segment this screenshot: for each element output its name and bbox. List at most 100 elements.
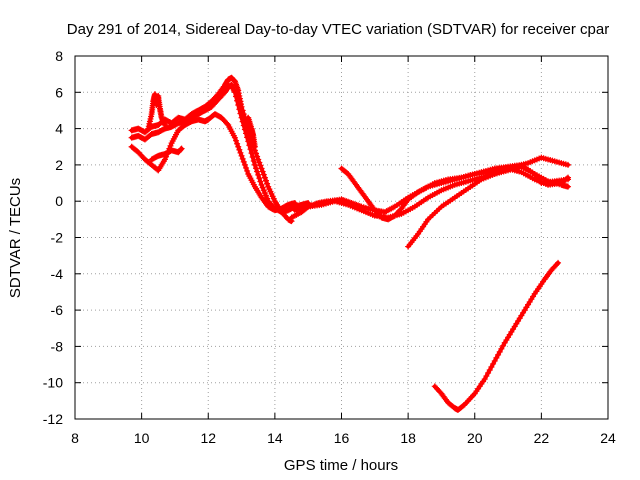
y-tick-label: 8 [55,48,63,64]
x-tick-label: 10 [134,430,150,446]
data-point [243,130,250,137]
data-point [178,145,185,152]
data-point [490,360,497,367]
data-point [260,187,267,194]
data-point [563,175,570,182]
data-point [481,376,488,383]
chart-title: Day 291 of 2014, Sidereal Day-to-day VTE… [67,21,609,38]
data-point [247,146,254,153]
data-point [252,165,259,172]
data-point [237,110,244,117]
x-tick-label: 22 [534,430,550,446]
data-point [235,143,242,150]
data-point [493,354,500,361]
data-point [244,134,251,141]
data-point [485,370,492,377]
data-point [260,171,267,178]
data-point [565,183,572,190]
data-point [167,142,174,149]
data-point [258,165,265,172]
data-point [555,259,562,266]
data-point [264,195,271,202]
data-point [262,177,269,184]
data-point [233,93,240,100]
x-tick-label: 24 [600,430,616,446]
y-tick-label: -2 [51,230,64,246]
x-tick-label: 18 [400,430,416,446]
data-point [231,134,238,141]
grid [75,56,608,419]
data-point [245,138,252,145]
data-point [258,181,265,188]
data-point [250,157,257,164]
data-point [241,126,248,133]
y-tick-label: 4 [55,121,63,137]
data-point [256,175,263,182]
data-point [248,150,255,157]
data-point [254,168,261,175]
data-point [238,152,245,159]
y-axis-label: SDTVAR / TECUs [7,178,24,298]
data-point [488,363,495,370]
x-tick-label: 12 [200,430,216,446]
data-point [224,120,231,127]
data-point [257,162,264,169]
data-point [261,190,268,197]
y-tick-label: -10 [43,375,63,391]
data-point [565,174,572,181]
data-point [234,140,241,147]
data-point [239,155,246,162]
data-point [241,161,248,168]
data-point [264,180,271,187]
data-point [259,168,266,175]
data-point [259,184,266,191]
data-point [236,146,243,153]
x-tick-label: 16 [334,430,350,446]
data-point [291,200,298,207]
data-point [231,89,238,96]
y-tick-label: 6 [55,84,63,100]
data-point [251,161,258,168]
data-point [257,178,264,185]
data-point [498,345,505,352]
data-point [491,357,498,364]
x-tick-label: 14 [267,430,283,446]
y-tick-label: -12 [43,411,63,427]
y-tick-label: -6 [51,302,64,318]
data-point [243,164,250,171]
data-point [246,142,253,149]
data-point [233,137,240,144]
data-point [237,149,244,156]
data-point [486,366,493,373]
data-point [249,154,256,161]
data-point [254,153,261,160]
data-point [236,106,243,113]
data-point [234,97,241,104]
data-point [161,156,168,163]
data-point [161,121,168,128]
data-point [460,402,467,409]
x-tick-label: 20 [467,430,483,446]
y-tick-label: 2 [55,157,63,173]
data-point [495,351,502,358]
x-tick-label: 8 [71,430,79,446]
data-point [244,167,251,174]
data-point [496,348,503,355]
data-point [262,192,269,199]
data-point [553,261,560,268]
data-point [251,143,258,150]
data-point [255,171,262,178]
data-point [256,159,263,166]
y-tick-label: 0 [55,193,63,209]
data-point [238,114,245,121]
y-tick-label: -4 [51,266,64,282]
data-point [483,373,490,380]
data-points [128,74,572,413]
data-point [240,158,247,165]
data-point [235,102,242,109]
y-tick-label: -8 [51,338,64,354]
data-point [255,156,262,163]
data-point [500,342,507,349]
